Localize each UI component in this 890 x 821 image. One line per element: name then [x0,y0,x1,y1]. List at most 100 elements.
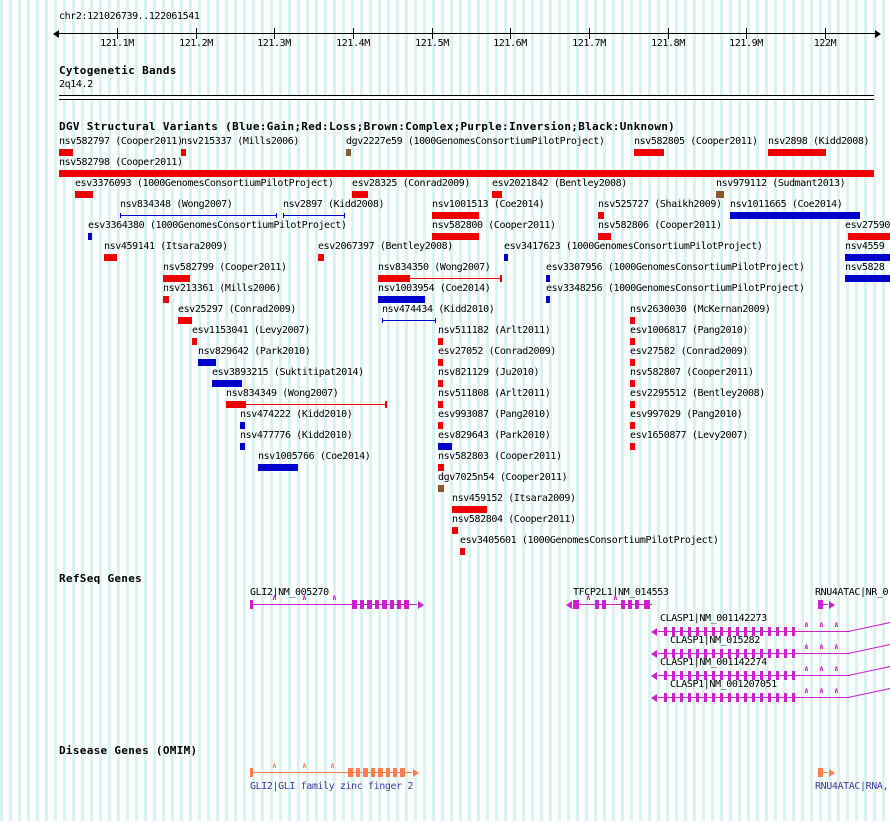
variant-label[interactable]: dgv2227e59 (1000GenomesConsortiumPilotPr… [346,136,605,147]
variant-label[interactable]: esv1153041 (Levy2007) [192,325,311,336]
variant-glyph-box[interactable] [438,485,444,492]
variant-label[interactable]: nsv582800 (Cooper2011) [432,220,556,231]
variant-label[interactable]: nsv582799 (Cooper2011) [163,262,287,273]
variant-label[interactable]: esv2021842 (Bentley2008) [492,178,627,189]
variant-glyph-box[interactable] [59,149,73,156]
variant-label[interactable]: nsv2898 (Kidd2008) [768,136,870,147]
variant-glyph-box[interactable] [716,191,724,198]
gene-label[interactable]: CLASP1|NM_015282 [670,635,760,646]
variant-label[interactable]: esv1650877 (Levy2007) [630,430,749,441]
variant-label[interactable]: esv27052 (Conrad2009) [438,346,557,357]
variant-label[interactable]: nsv511808 (Arlt2011) [438,388,551,399]
variant-label[interactable]: esv27582 (Conrad2009) [630,346,749,357]
variant-glyph-box[interactable] [504,254,508,261]
variant-label[interactable]: esv3364380 (1000GenomesConsortiumPilotPr… [88,220,347,231]
variant-glyph-box[interactable] [212,380,242,387]
variant-glyph-box[interactable] [438,464,444,471]
variant-glyph-box[interactable] [630,380,635,387]
variant-glyph-box[interactable] [258,464,298,471]
variant-glyph-box[interactable] [438,401,443,408]
variant-glyph-box[interactable] [432,233,479,240]
variant-glyph-box[interactable] [598,212,604,219]
gene-label[interactable]: GLI2|GLI family zinc finger 2 [250,781,413,792]
variant-glyph-box[interactable] [492,191,502,198]
variant-label[interactable]: esv1006817 (Pang2010) [630,325,749,336]
variant-label[interactable]: nsv582804 (Cooper2011) [452,514,576,525]
variant-label[interactable]: esv2295512 (Bentley2008) [630,388,765,399]
variant-glyph-box[interactable] [104,254,117,261]
variant-glyph-box[interactable] [768,149,826,156]
variant-glyph-box[interactable] [438,443,452,450]
variant-glyph-box[interactable] [75,191,93,198]
variant-label[interactable]: nsv215337 (Mills2006) [181,136,300,147]
gene-label[interactable]: CLASP1|NM_001207051 [670,679,777,690]
variant-label[interactable]: dgv7025n54 (Cooper2011) [438,472,568,483]
variant-label[interactable]: esv829643 (Park2010) [438,430,551,441]
variant-label[interactable]: esv3307956 (1000GenomesConsortiumPilotPr… [546,262,805,273]
variant-label[interactable]: nsv459141 (Itsara2009) [104,241,228,252]
variant-label[interactable]: esv3348256 (1000GenomesConsortiumPilotPr… [546,283,805,294]
variant-glyph-box[interactable] [240,422,245,429]
variant-glyph-box[interactable] [438,380,443,387]
variant-label[interactable]: nsv829642 (Park2010) [198,346,311,357]
variant-label[interactable]: nsv1001513 (Coe2014) [432,199,545,210]
variant-label[interactable]: nsv582798 (Cooper2011) [59,157,183,168]
variant-glyph-box[interactable] [546,275,550,282]
variant-glyph-box[interactable] [378,275,410,282]
variant-glyph-box[interactable] [181,149,186,156]
variant-glyph-box[interactable] [730,212,860,219]
variant-label[interactable]: nsv213361 (Mills2006) [163,283,282,294]
variant-glyph-box[interactable] [845,254,890,261]
variant-glyph-box[interactable] [346,149,351,156]
gene-glyph[interactable]: ∧ ∧ ∧ [250,594,424,611]
variant-label[interactable]: nsv1003954 (Coe2014) [378,283,491,294]
variant-glyph-box[interactable] [630,401,635,408]
gene-glyph[interactable]: ∧ ∧ ∧ [651,687,890,704]
variant-glyph-box[interactable] [438,338,443,345]
variant-label[interactable]: nsv834348 (Wong2007) [120,199,233,210]
cytoband-bar[interactable] [59,95,874,100]
variant-glyph-box[interactable] [460,548,465,555]
variant-glyph-box[interactable] [452,506,487,513]
variant-label[interactable]: nsv4559 [845,241,885,252]
variant-glyph-box[interactable] [240,443,245,450]
variant-label[interactable]: nsv582807 (Cooper2011) [630,367,754,378]
variant-glyph-box[interactable] [226,401,246,408]
variant-glyph-box[interactable] [198,359,216,366]
gene-glyph[interactable]: ∧ ∧ [566,594,652,611]
variant-label[interactable]: esv28325 (Conrad2009) [352,178,471,189]
gene-glyph[interactable] [818,766,835,779]
variant-label[interactable]: esv993087 (Pang2010) [438,409,551,420]
variant-glyph-box[interactable] [352,191,368,198]
variant-glyph-box[interactable] [630,443,635,450]
variant-glyph-box[interactable] [845,275,890,282]
variant-label[interactable]: nsv5828 [845,262,885,273]
variant-glyph-line[interactable] [382,320,436,321]
gene-label[interactable]: TFCP2L1|NM_014553 [573,587,669,598]
variant-glyph-box[interactable] [88,233,92,240]
variant-glyph-box[interactable] [163,296,169,303]
variant-label[interactable]: esv27590 [845,220,890,231]
variant-glyph-box[interactable] [438,359,443,366]
variant-glyph-box[interactable] [318,254,324,261]
variant-glyph-box[interactable] [378,296,425,303]
variant-glyph-box[interactable] [452,527,458,534]
variant-glyph-box[interactable] [163,275,190,282]
variant-glyph-box[interactable] [438,422,443,429]
variant-label[interactable]: nsv821129 (Ju2010) [438,367,540,378]
variant-label[interactable]: esv3893215 (Suktitipat2014) [212,367,364,378]
variant-label[interactable]: esv3405601 (1000GenomesConsortiumPilotPr… [460,535,719,546]
variant-label[interactable]: nsv582805 (Cooper2011) [634,136,758,147]
variant-glyph-box[interactable] [634,149,664,156]
variant-glyph-box[interactable] [630,422,635,429]
gene-glyph[interactable] [818,598,835,611]
variant-glyph-box[interactable] [630,359,635,366]
variant-label[interactable]: nsv834350 (Wong2007) [378,262,491,273]
variant-glyph-box[interactable] [59,170,874,177]
gene-glyph[interactable]: ∧ ∧ ∧ [651,665,890,682]
gene-label[interactable]: RNU4ATAC|NR_0 [815,587,889,598]
variant-label[interactable]: nsv477776 (Kidd2010) [240,430,353,441]
gene-label[interactable]: CLASP1|NM_001142274 [660,657,767,668]
variant-label[interactable]: nsv2630030 (McKernan2009) [630,304,771,315]
variant-label[interactable]: esv3376093 (1000GenomesConsortiumPilotPr… [75,178,334,189]
